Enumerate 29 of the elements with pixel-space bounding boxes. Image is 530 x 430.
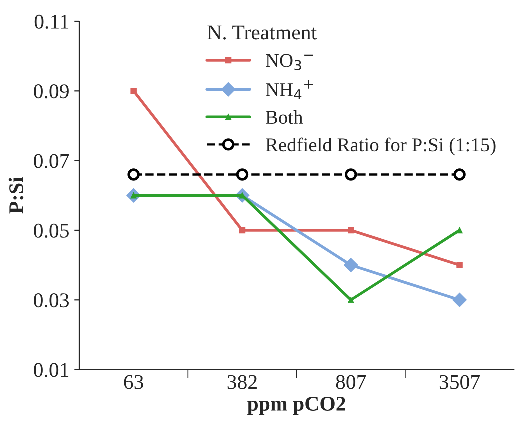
x-tick-label: 3507	[440, 375, 480, 390]
point	[456, 227, 463, 234]
legend-label: NH$_{4}$$^{+}$	[266, 80, 314, 100]
y-tick-label: 0.03	[34, 294, 69, 308]
y-tick-label: 0.11	[34, 14, 69, 30]
legend-label: Redfield Ratio for P:Si (1:15)	[266, 138, 496, 156]
x-axis-title: ppm pCO2	[248, 396, 346, 416]
legend-title: N. Treatment	[208, 26, 317, 40]
point	[348, 227, 354, 234]
point	[239, 227, 246, 234]
point	[452, 292, 467, 308]
point	[345, 168, 358, 181]
y-axis-title: P:Si	[8, 177, 24, 214]
y-tick-label: 0.01	[34, 363, 69, 378]
legend-label: Both	[266, 110, 304, 124]
y-tick-label: 0.07	[34, 154, 70, 168]
point	[236, 168, 249, 181]
point	[454, 168, 466, 181]
y-tick-label: 0.05	[34, 224, 69, 238]
y-tick-label: 0.09	[34, 84, 69, 99]
point	[456, 262, 463, 268]
point	[348, 297, 354, 304]
x-tick-label: 63	[124, 375, 144, 390]
point	[344, 258, 358, 273]
legend-label: NO$_{3}$$^{−}$	[266, 54, 314, 71]
point	[130, 88, 137, 94]
point	[128, 168, 140, 181]
x-tick-label: 807	[336, 375, 366, 390]
x-tick-label: 382	[228, 375, 257, 390]
